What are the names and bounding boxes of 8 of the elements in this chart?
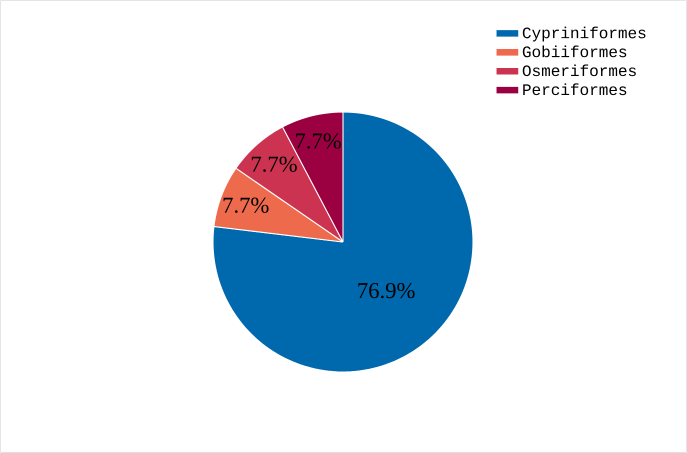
legend-label: Cypriniformes [522, 26, 646, 42]
data-label: 76.9% [358, 282, 415, 298]
legend-label: Gobiiformes [522, 46, 626, 58]
legend-label: Osmeriformes [522, 64, 636, 76]
data-label: 7.7% [224, 198, 269, 213]
legend-label: Perciformes [523, 83, 626, 96]
data-label: 7.7% [252, 156, 297, 172]
data-label: 7.7% [296, 133, 341, 149]
